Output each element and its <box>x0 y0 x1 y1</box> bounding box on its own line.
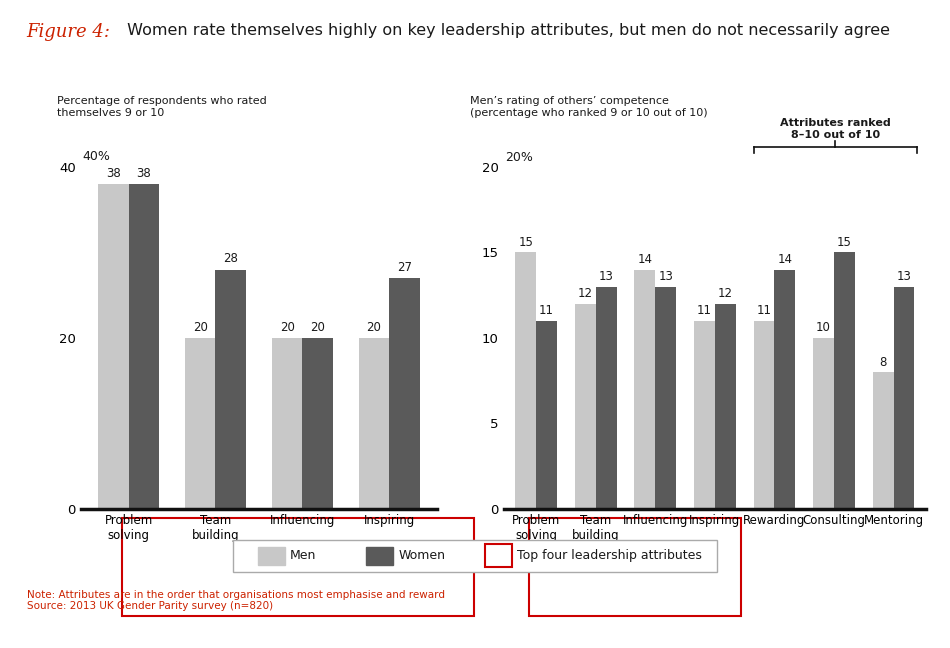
Bar <box>656 286 676 509</box>
Text: 13: 13 <box>598 270 614 283</box>
Text: 38: 38 <box>106 167 121 180</box>
Bar <box>694 321 715 509</box>
Text: 11: 11 <box>756 305 771 318</box>
Text: 14: 14 <box>637 253 653 266</box>
Text: 13: 13 <box>897 270 911 283</box>
Text: Women rate themselves highly on key leadership attributes, but men do not necess: Women rate themselves highly on key lead… <box>122 23 889 38</box>
Text: 20%: 20% <box>504 150 533 163</box>
Bar <box>367 547 393 564</box>
FancyBboxPatch shape <box>233 540 717 572</box>
Bar <box>185 338 216 509</box>
Bar <box>216 270 246 509</box>
Bar <box>516 253 536 509</box>
Bar <box>98 184 128 509</box>
Text: 15: 15 <box>837 236 852 249</box>
Text: 13: 13 <box>658 270 674 283</box>
Bar <box>834 253 855 509</box>
Text: Men: Men <box>290 549 316 562</box>
Bar <box>390 278 420 509</box>
Bar <box>575 304 596 509</box>
Text: 20: 20 <box>310 321 325 334</box>
Text: 38: 38 <box>137 167 151 180</box>
Text: 12: 12 <box>578 287 593 300</box>
Text: Note: Attributes are in the order that organisations most emphasise and reward
S: Note: Attributes are in the order that o… <box>27 590 445 611</box>
Bar <box>635 270 655 509</box>
Text: 11: 11 <box>697 305 712 318</box>
Bar <box>302 338 332 509</box>
Text: Top four leadership attributes: Top four leadership attributes <box>517 549 702 562</box>
Text: Figure 4:: Figure 4: <box>27 23 110 41</box>
Bar <box>596 286 617 509</box>
Bar <box>359 338 390 509</box>
Bar <box>753 321 774 509</box>
Bar <box>257 547 285 564</box>
Text: 20: 20 <box>367 321 382 334</box>
Bar <box>272 338 302 509</box>
Text: 12: 12 <box>718 287 732 300</box>
Text: 14: 14 <box>777 253 792 266</box>
Bar <box>128 184 159 509</box>
Text: Attributes ranked
8–10 out of 10: Attributes ranked 8–10 out of 10 <box>780 118 891 140</box>
Text: Women rate themselves at least equal to men: Women rate themselves at least equal to … <box>87 75 411 87</box>
Text: 27: 27 <box>397 260 412 274</box>
Bar <box>813 338 834 509</box>
Bar <box>715 304 735 509</box>
Text: Percentage of respondents who rated
themselves 9 or 10: Percentage of respondents who rated them… <box>57 96 267 117</box>
Bar <box>894 286 914 509</box>
Text: Men’s rating of others’ competence
(percentage who ranked 9 or 10 out of 10): Men’s rating of others’ competence (perc… <box>470 96 708 117</box>
Text: 20: 20 <box>279 321 294 334</box>
Text: 15: 15 <box>519 236 533 249</box>
Text: However, men rate women higher primarily on lower-priority attributes: However, men rate women higher primarily… <box>451 75 950 87</box>
Text: 40%: 40% <box>83 150 110 163</box>
Bar <box>873 372 894 509</box>
Text: 28: 28 <box>223 252 238 265</box>
Text: 11: 11 <box>540 305 554 318</box>
Text: 20: 20 <box>193 321 208 334</box>
Text: 8: 8 <box>880 356 886 369</box>
Text: 10: 10 <box>816 321 831 334</box>
Text: Women: Women <box>398 549 446 562</box>
Bar <box>536 321 557 509</box>
Bar <box>774 270 795 509</box>
